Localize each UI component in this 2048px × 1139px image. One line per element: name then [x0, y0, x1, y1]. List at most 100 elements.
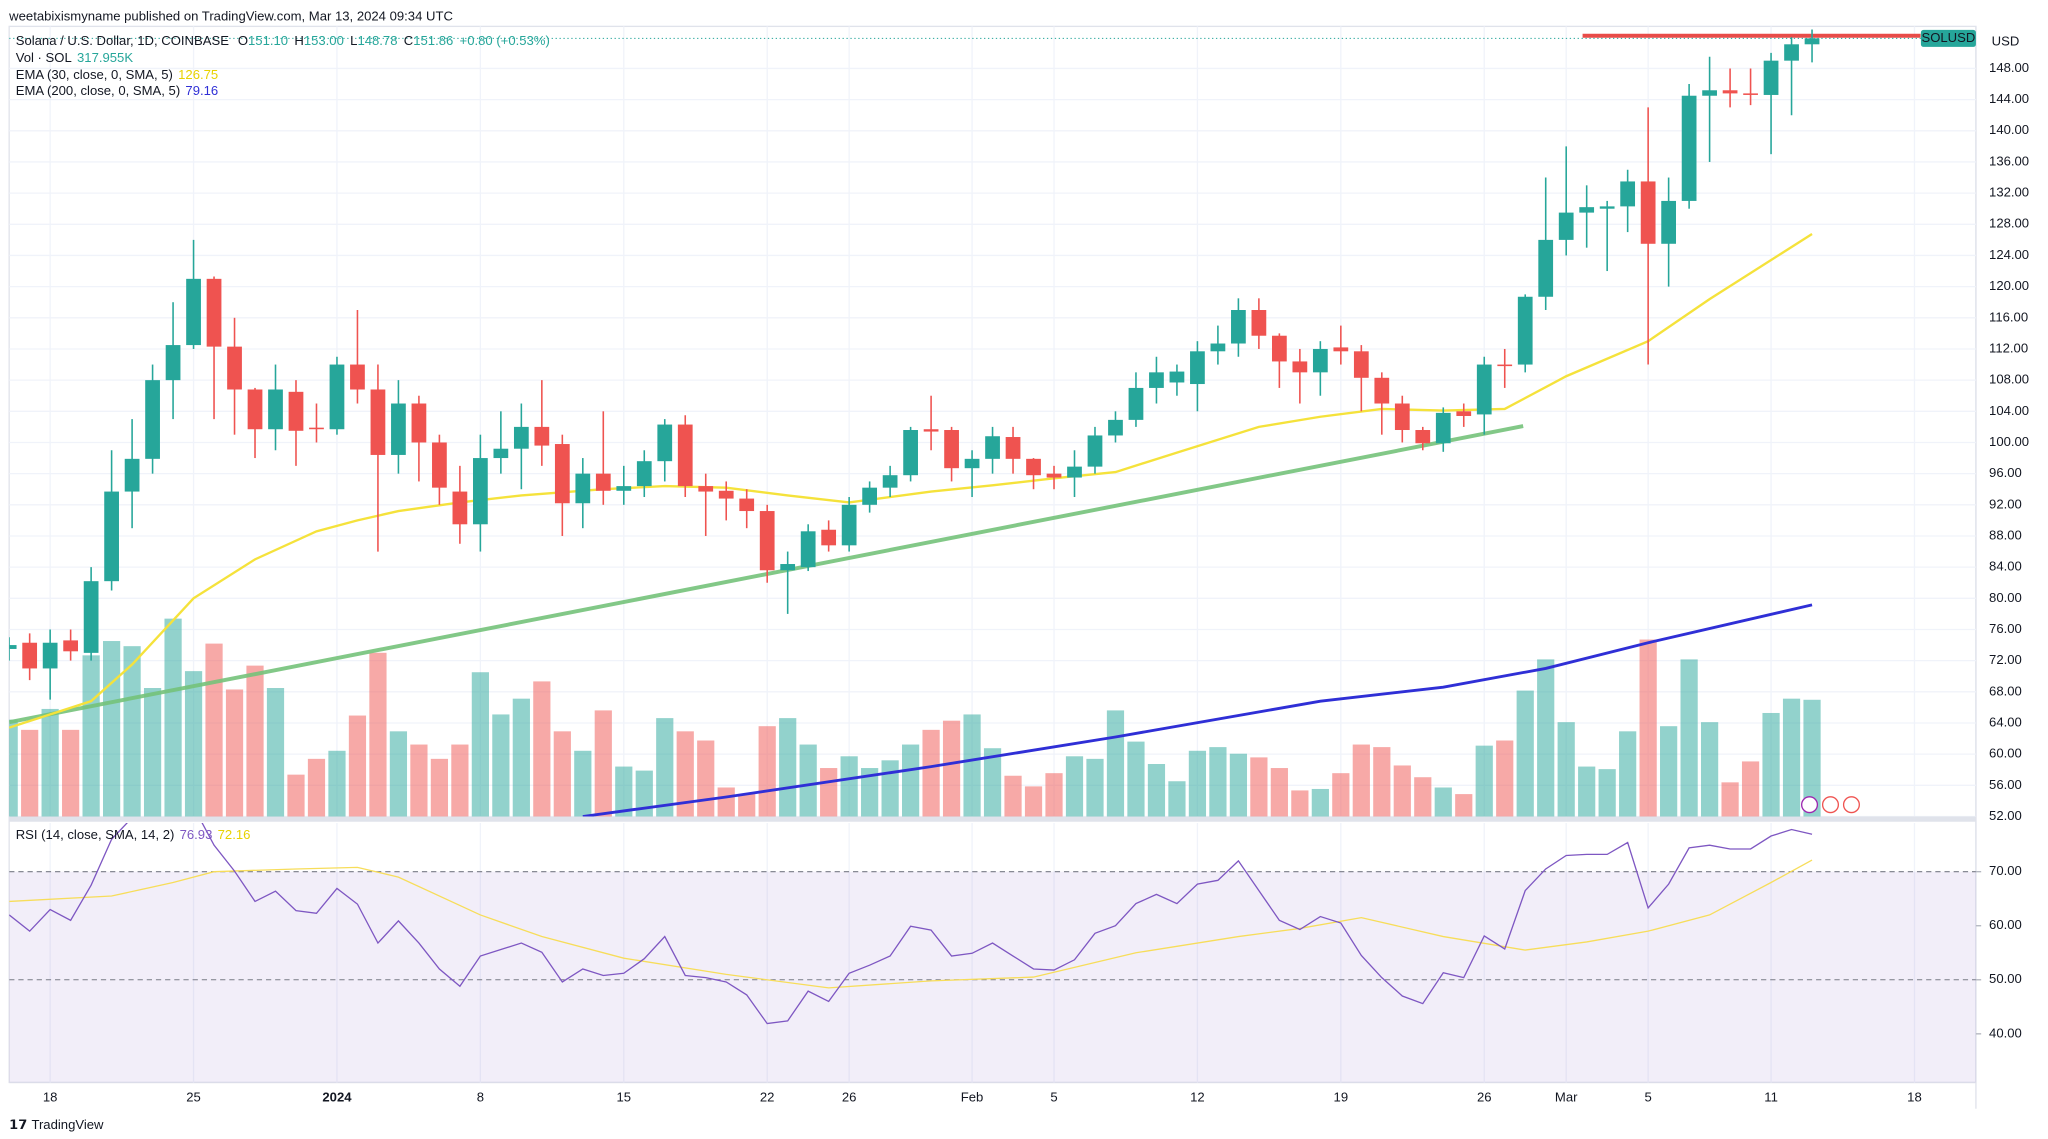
volume-bar: [410, 744, 428, 817]
volume-bar: [799, 744, 817, 817]
volume-bar: [492, 714, 510, 817]
volume-bar: [1762, 712, 1780, 817]
candle-body: [1661, 200, 1677, 244]
candle-body: [1702, 90, 1717, 96]
event-icon: [1801, 796, 1819, 814]
candle-body: [1333, 347, 1349, 352]
volume-bar: [533, 681, 551, 817]
candle-body: [452, 491, 468, 525]
x-tick-label: 12: [1190, 1090, 1205, 1105]
candle-body: [165, 345, 181, 381]
volume-bar: [1537, 659, 1555, 817]
volume-bar: [328, 750, 346, 817]
legend-change: +0.80 (+0.53%): [460, 34, 550, 49]
volume-bar: [1332, 773, 1350, 817]
event-icon: [1821, 796, 1840, 814]
volume-bar: [697, 740, 715, 817]
volume-bar: [1619, 731, 1637, 817]
y-tick-label: 56.00: [1989, 777, 2022, 792]
volume-bar: [1106, 710, 1125, 817]
volume-bar: [1782, 698, 1801, 817]
volume-bar: [881, 760, 899, 817]
volume-bar: [635, 770, 653, 817]
x-tick-label: 18: [1907, 1090, 1922, 1105]
volume-bar: [963, 714, 981, 817]
candle-body: [1108, 419, 1123, 436]
candle-body: [1353, 351, 1369, 378]
candle-body: [411, 403, 427, 443]
volume-bar: [1741, 761, 1760, 817]
candle-body: [1026, 458, 1041, 476]
candle-body: [821, 529, 837, 546]
volume-bar: [1147, 763, 1166, 817]
x-tick-label: 19: [1334, 1090, 1349, 1105]
x-tick-label: 18: [43, 1090, 58, 1105]
trend-line: [9, 424, 1524, 725]
brand-name: TradingView: [31, 1117, 104, 1132]
x-tick-label: 5: [1644, 1090, 1651, 1105]
event-icons: [1801, 796, 1860, 814]
legend-main: Solana / U.S. Dollar, 1D, COINBASE O151.…: [16, 34, 550, 49]
candle-body: [473, 458, 488, 525]
x-tick-label: 26: [1477, 1090, 1492, 1105]
y-tick-label: 100.00: [1989, 434, 2029, 449]
y-tick-label: 72.00: [1989, 652, 2022, 667]
candle-body: [1067, 466, 1082, 478]
candle-body: [1538, 239, 1554, 297]
volume-bar: [1004, 775, 1022, 817]
candle-body: [104, 491, 119, 582]
y-tick-label: 64.00: [1989, 714, 2022, 729]
candle-body: [22, 642, 38, 669]
y-tick-label: 68.00: [1989, 683, 2022, 698]
volume-bar: [1086, 758, 1104, 817]
x-tick-label: Feb: [961, 1090, 984, 1105]
volume-bar: [1250, 757, 1268, 817]
volume-bar: [1229, 753, 1248, 817]
x-tick-label: 2024: [322, 1090, 352, 1105]
legend-l: 148.78: [357, 34, 397, 49]
volume-bar: [9, 719, 18, 817]
candle-body: [1579, 207, 1595, 213]
x-tick-label: 8: [477, 1090, 484, 1105]
legend-o: 151.10: [248, 34, 288, 49]
legend-ema200-label: EMA (200, close, 0, SMA, 5): [16, 83, 180, 98]
volume-bar: [942, 720, 961, 817]
y-tick-label: 132.00: [1989, 185, 2029, 200]
volume-bar: [1352, 744, 1370, 817]
candle-body: [1149, 372, 1164, 388]
volume-bar: [1680, 659, 1698, 817]
volume-bar: [861, 768, 879, 817]
volume-bar: [1065, 756, 1084, 817]
candle-body: [1292, 361, 1308, 373]
candle-body: [862, 487, 878, 505]
candle-body: [391, 403, 406, 455]
legend-ema30: EMA (30, close, 0, SMA, 5) 126.75: [16, 68, 218, 83]
event-icon: [1842, 796, 1860, 814]
volume-bar: [41, 708, 59, 817]
volume-bar: [225, 689, 244, 817]
legend-c-label: C: [404, 34, 413, 49]
volume-bar: [1578, 766, 1596, 817]
volume-bar: [62, 729, 80, 817]
y-tick-label: 92.00: [1989, 496, 2022, 511]
candle-body: [1374, 377, 1390, 404]
brand: 𝟭𝟳 TradingView: [9, 1117, 104, 1132]
volume-bar: [369, 652, 387, 817]
candle-body: [677, 424, 693, 487]
candle-body: [309, 427, 324, 430]
y-tick-label: 96.00: [1989, 465, 2022, 480]
currency-label: USD: [1992, 34, 2020, 49]
volume-bar: [1660, 726, 1678, 817]
candle-body: [1271, 335, 1287, 362]
volume-bar: [1434, 787, 1452, 817]
x-tick-label: 25: [186, 1090, 201, 1105]
candle-body: [1497, 364, 1513, 367]
legend-o-label: O: [238, 34, 248, 49]
candle-body: [1517, 296, 1533, 365]
candle-body: [350, 364, 365, 390]
volume-bar: [574, 750, 592, 817]
volume-bar: [1373, 747, 1391, 817]
x-tick-label: Mar: [1555, 1090, 1578, 1105]
